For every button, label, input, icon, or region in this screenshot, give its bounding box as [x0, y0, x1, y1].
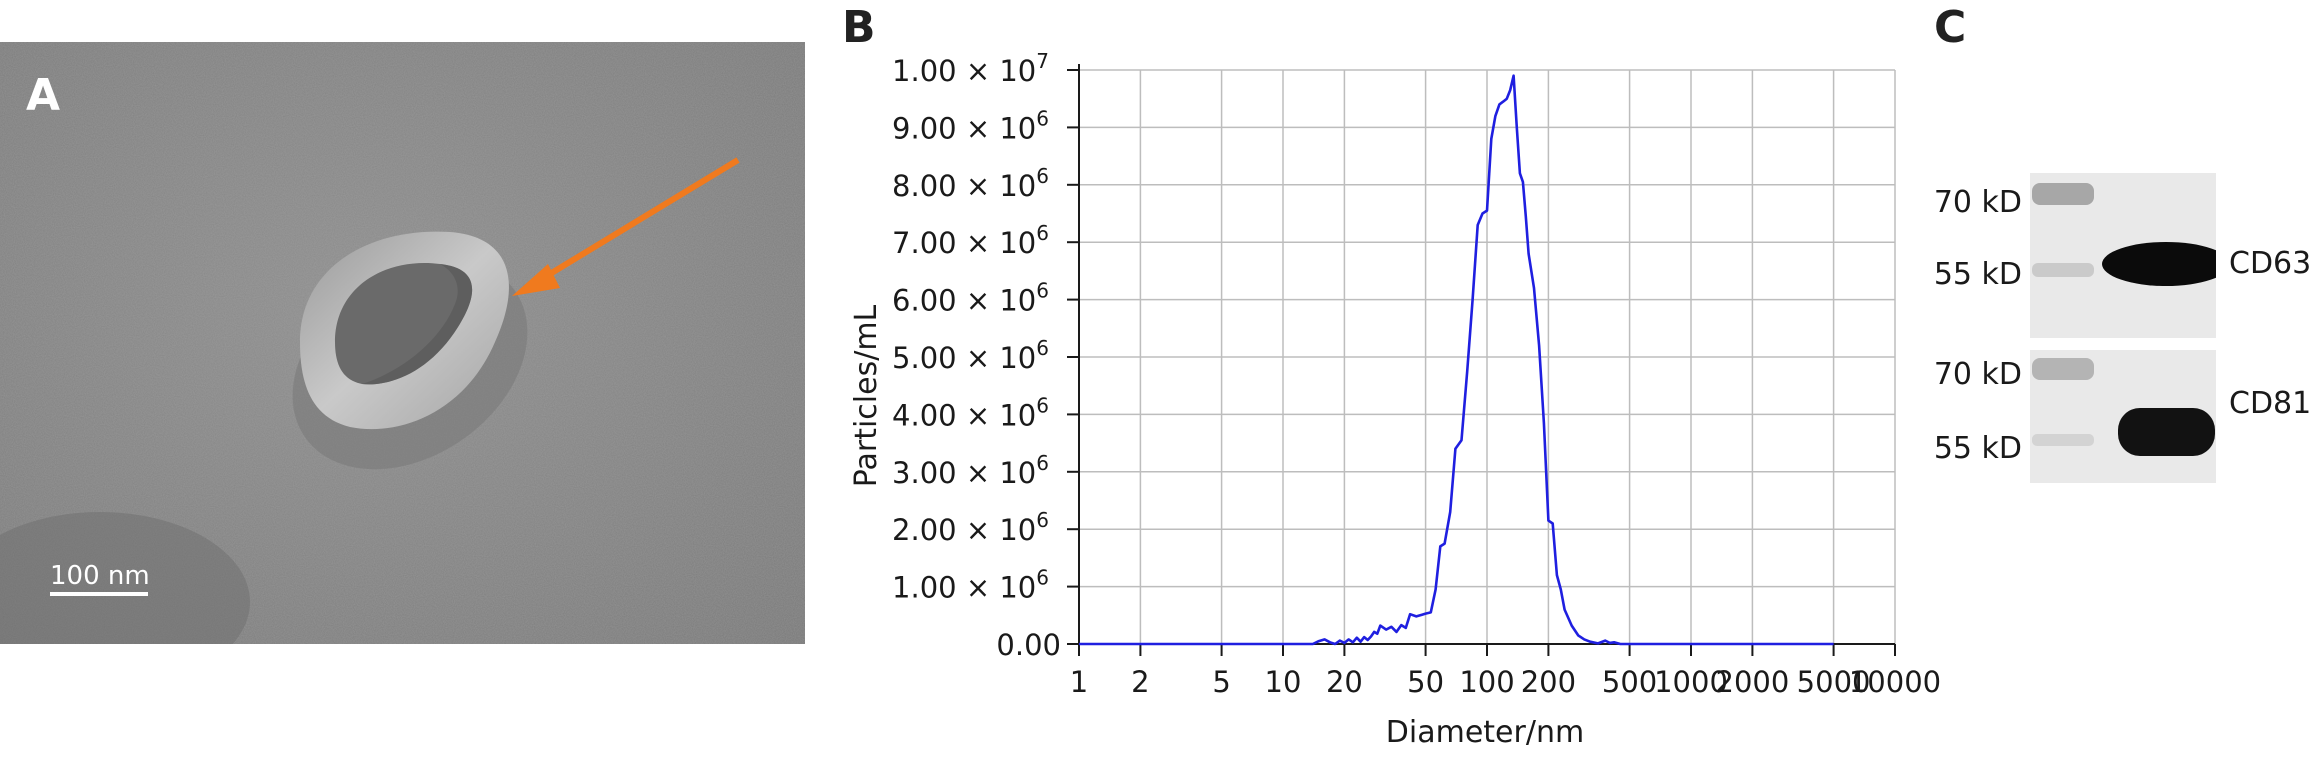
- cd81-band: [2118, 408, 2215, 456]
- x-tick-label: 200: [1521, 665, 1576, 699]
- x-tick-label: 2: [1131, 665, 1149, 699]
- scale-bar: [50, 592, 148, 596]
- y-tick-labels: 0.00 1.00 × 106 2.00 × 106 3.00 × 106 4.00 ×…: [892, 49, 1061, 662]
- cd81-marker-55-label: 55 kD: [1933, 431, 2022, 466]
- plot-area: [1079, 74, 1834, 646]
- marker-band-55: [2032, 434, 2094, 446]
- y-tick-label: 3.00 × 106: [892, 451, 1049, 490]
- y-tick-label: 8.00 × 106: [892, 164, 1049, 203]
- series-line-0: [1079, 74, 1834, 646]
- western-blot-cd81: [2030, 350, 2216, 483]
- cd63-marker-70-label: 70 kD: [1933, 185, 2022, 220]
- y-tick-label: 2.00 × 106: [892, 508, 1049, 547]
- y-tick-label: 9.00 × 106: [892, 106, 1049, 145]
- x-tick-label: 500: [1602, 665, 1657, 699]
- x-axis-title: Diameter/nm: [1386, 715, 1584, 750]
- arrow-indicator: [512, 157, 740, 296]
- vesicle: [292, 231, 528, 470]
- cd81-marker-70-label: 70 kD: [1933, 357, 2022, 392]
- cd63-band: [2102, 242, 2216, 286]
- panel-label-b: B: [842, 2, 876, 53]
- y-tick-label: 4.00 × 106: [892, 393, 1049, 432]
- cd63-label: CD63: [2229, 246, 2312, 281]
- tem-micrograph: [0, 42, 805, 644]
- western-blot-cd63: [2030, 173, 2216, 338]
- y-tick-label: 7.00 × 106: [892, 221, 1049, 260]
- x-tick-label: 2000: [1716, 665, 1790, 699]
- scale-bar-label: 100 nm: [50, 561, 150, 591]
- x-tick-label: 20: [1326, 665, 1363, 699]
- x-tick-label: 5: [1212, 665, 1230, 699]
- chart-grid: [1079, 69, 1896, 644]
- y-tick-label: 1.00 × 107: [892, 49, 1049, 88]
- x-tick-label: 10000: [1849, 665, 1940, 699]
- x-tick-label: 1000: [1654, 665, 1728, 699]
- panel-label-a: A: [26, 70, 61, 121]
- y-axis-title: Particles/mL: [849, 304, 884, 487]
- panel-label-c: C: [1934, 2, 1967, 53]
- x-tick-label: 100: [1459, 665, 1514, 699]
- cd81-label: CD81: [2229, 386, 2312, 421]
- y-tick-label: 0.00: [996, 628, 1061, 662]
- y-tick-label: 5.00 × 106: [892, 336, 1049, 375]
- marker-band-70: [2032, 183, 2094, 205]
- y-tick-label: 1.00 × 106: [892, 566, 1049, 605]
- x-tick-label: 5000: [1797, 665, 1871, 699]
- x-tick-label: 10: [1265, 665, 1302, 699]
- chart-axes: [1067, 64, 1896, 656]
- marker-band-70: [2032, 358, 2094, 380]
- size-distribution-chart: 0.00 1.00 × 106 2.00 × 106 3.00 × 106 4.00 ×…: [849, 49, 1940, 750]
- cd63-marker-55-label: 55 kD: [1933, 257, 2022, 292]
- x-tick-label: 50: [1407, 665, 1444, 699]
- y-tick-label: 6.00 × 106: [892, 279, 1049, 318]
- x-tick-label: 1: [1070, 665, 1088, 699]
- marker-band-55: [2032, 263, 2094, 277]
